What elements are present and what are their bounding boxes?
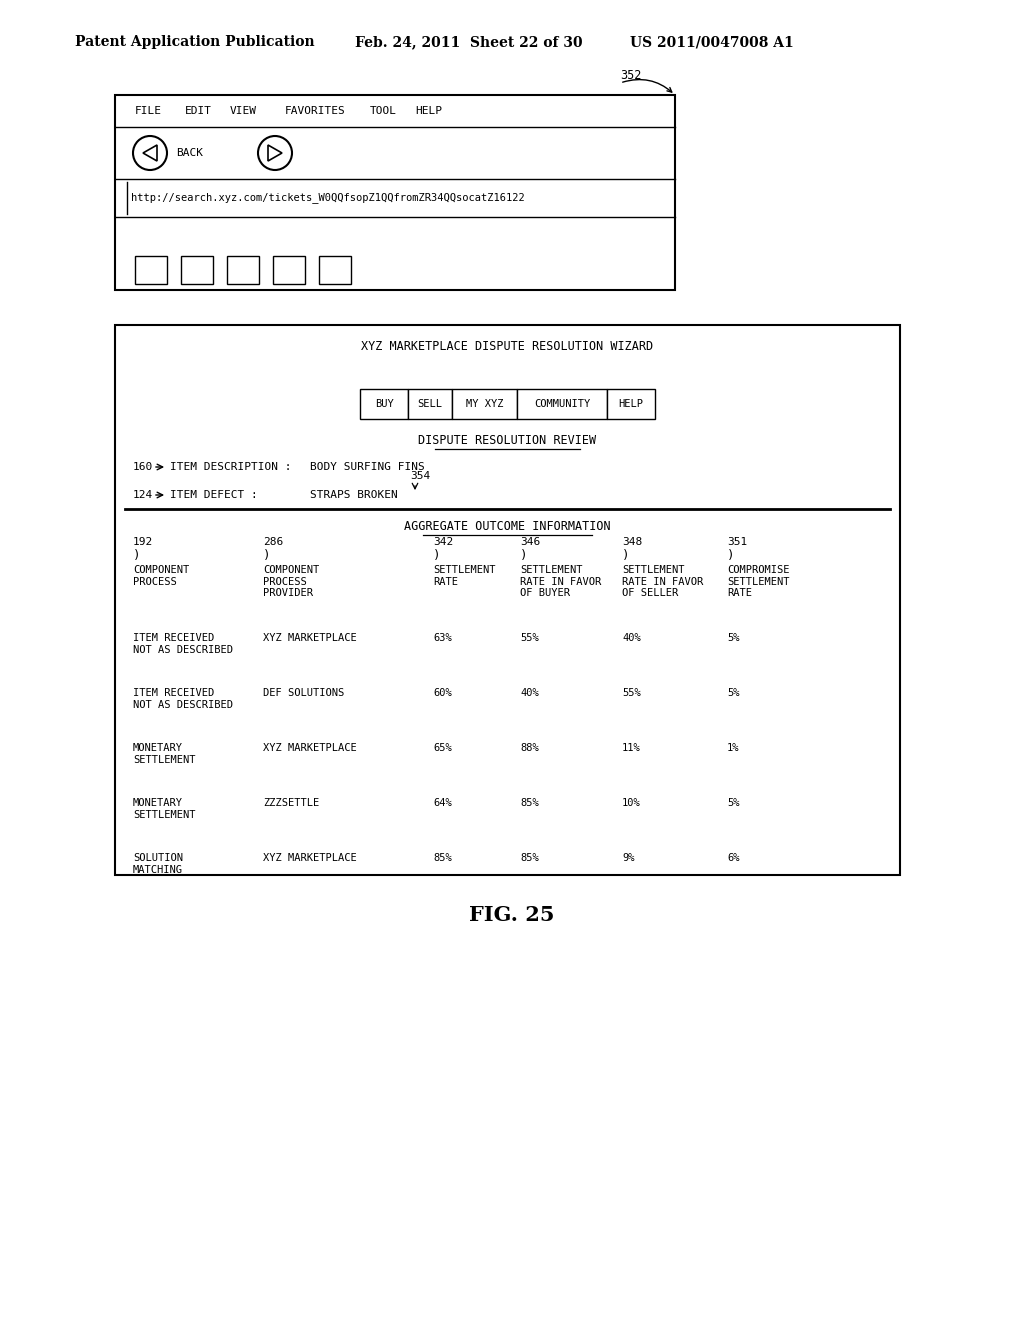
Text: FAVORITES: FAVORITES [285, 106, 346, 116]
Text: COMPONENT
PROCESS
PROVIDER: COMPONENT PROCESS PROVIDER [263, 565, 319, 598]
Text: 65%: 65% [433, 743, 452, 752]
Text: FILE: FILE [135, 106, 162, 116]
Text: 85%: 85% [433, 853, 452, 863]
Text: MONETARY
SETTLEMENT: MONETARY SETTLEMENT [133, 743, 196, 764]
Text: 342: 342 [433, 537, 454, 546]
Text: ): ) [263, 549, 270, 562]
Text: XYZ MARKETPLACE: XYZ MARKETPLACE [263, 853, 356, 863]
Text: SELL: SELL [418, 399, 442, 409]
Text: ITEM DESCRIPTION :: ITEM DESCRIPTION : [170, 462, 292, 473]
Text: 64%: 64% [433, 799, 452, 808]
Text: STRAPS BROKEN: STRAPS BROKEN [310, 490, 397, 500]
Text: 63%: 63% [433, 634, 452, 643]
Text: ITEM DEFECT :: ITEM DEFECT : [170, 490, 258, 500]
Bar [319, 256, 351, 284]
Circle shape [258, 136, 292, 170]
Text: COMPROMISE
SETTLEMENT
RATE: COMPROMISE SETTLEMENT RATE [727, 565, 790, 598]
Text: BACK: BACK [176, 148, 203, 158]
Text: ): ) [133, 549, 140, 562]
Text: 354: 354 [410, 471, 430, 480]
Text: ITEM RECEIVED
NOT AS DESCRIBED: ITEM RECEIVED NOT AS DESCRIBED [133, 688, 233, 710]
Text: 160: 160 [133, 462, 154, 473]
Text: 286: 286 [263, 537, 284, 546]
Text: HELP: HELP [618, 399, 643, 409]
Text: XYZ MARKETPLACE: XYZ MARKETPLACE [263, 634, 356, 643]
Text: US 2011/0047008 A1: US 2011/0047008 A1 [630, 36, 794, 49]
Text: 5%: 5% [727, 688, 739, 698]
Text: ): ) [433, 549, 440, 562]
Text: VIEW: VIEW [230, 106, 257, 116]
Text: Patent Application Publication: Patent Application Publication [75, 36, 314, 49]
FancyArrowPatch shape [623, 79, 672, 92]
Text: 5%: 5% [727, 634, 739, 643]
Text: 85%: 85% [520, 799, 539, 808]
Bar [115, 325, 900, 875]
Bar [452, 389, 517, 418]
Text: COMPONENT
PROCESS: COMPONENT PROCESS [133, 565, 189, 586]
Text: AGGREGATE OUTCOME INFORMATION: AGGREGATE OUTCOME INFORMATION [404, 520, 610, 533]
Text: 346: 346 [520, 537, 541, 546]
Bar [273, 256, 305, 284]
Text: Feb. 24, 2011  Sheet 22 of 30: Feb. 24, 2011 Sheet 22 of 30 [355, 36, 583, 49]
Bar [408, 389, 452, 418]
Bar [181, 256, 213, 284]
Bar [360, 389, 408, 418]
Text: 124: 124 [133, 490, 154, 500]
Text: 85%: 85% [520, 853, 539, 863]
Text: TOOL: TOOL [370, 106, 397, 116]
Text: HELP: HELP [415, 106, 442, 116]
Text: 60%: 60% [433, 688, 452, 698]
Bar [227, 256, 259, 284]
Text: COMMUNITY: COMMUNITY [534, 399, 590, 409]
Text: 88%: 88% [520, 743, 539, 752]
Text: XYZ MARKETPLACE: XYZ MARKETPLACE [263, 743, 356, 752]
Text: 40%: 40% [622, 634, 641, 643]
Text: 1%: 1% [727, 743, 739, 752]
Text: SOLUTION
MATCHING: SOLUTION MATCHING [133, 853, 183, 875]
Text: 192: 192 [133, 537, 154, 546]
Text: ): ) [727, 549, 735, 562]
Text: 40%: 40% [520, 688, 539, 698]
Text: 55%: 55% [520, 634, 539, 643]
Text: ): ) [623, 549, 630, 562]
Bar [135, 256, 167, 284]
Text: 11%: 11% [622, 743, 641, 752]
Text: http://search.xyz.com/tickets_W0QQfsopZ1QQfromZR34QQsocatZ16122: http://search.xyz.com/tickets_W0QQfsopZ1… [131, 193, 524, 203]
Text: 352: 352 [620, 69, 641, 82]
Text: 6%: 6% [727, 853, 739, 863]
Text: 348: 348 [622, 537, 642, 546]
Bar [115, 95, 675, 290]
Circle shape [133, 136, 167, 170]
Text: XYZ MARKETPLACE DISPUTE RESOLUTION WIZARD: XYZ MARKETPLACE DISPUTE RESOLUTION WIZAR… [361, 341, 653, 354]
Text: 10%: 10% [622, 799, 641, 808]
Bar [607, 389, 655, 418]
Text: 55%: 55% [622, 688, 641, 698]
Text: DEF SOLUTIONS: DEF SOLUTIONS [263, 688, 344, 698]
Text: DISPUTE RESOLUTION REVIEW: DISPUTE RESOLUTION REVIEW [419, 434, 597, 447]
Text: SETTLEMENT
RATE IN FAVOR
OF SELLER: SETTLEMENT RATE IN FAVOR OF SELLER [622, 565, 703, 598]
Bar [517, 389, 607, 418]
Text: EDIT: EDIT [185, 106, 212, 116]
Text: 9%: 9% [622, 853, 635, 863]
Text: ITEM RECEIVED
NOT AS DESCRIBED: ITEM RECEIVED NOT AS DESCRIBED [133, 634, 233, 655]
Text: BUY: BUY [375, 399, 393, 409]
Text: 351: 351 [727, 537, 748, 546]
Text: MONETARY
SETTLEMENT: MONETARY SETTLEMENT [133, 799, 196, 820]
Text: SETTLEMENT
RATE IN FAVOR
OF BUYER: SETTLEMENT RATE IN FAVOR OF BUYER [520, 565, 601, 598]
Text: BODY SURFING FINS: BODY SURFING FINS [310, 462, 425, 473]
Text: FIG. 25: FIG. 25 [469, 906, 555, 925]
Text: SETTLEMENT
RATE: SETTLEMENT RATE [433, 565, 496, 586]
Text: ): ) [520, 549, 527, 562]
Text: ZZZSETTLE: ZZZSETTLE [263, 799, 319, 808]
Text: 5%: 5% [727, 799, 739, 808]
Text: MY XYZ: MY XYZ [466, 399, 503, 409]
